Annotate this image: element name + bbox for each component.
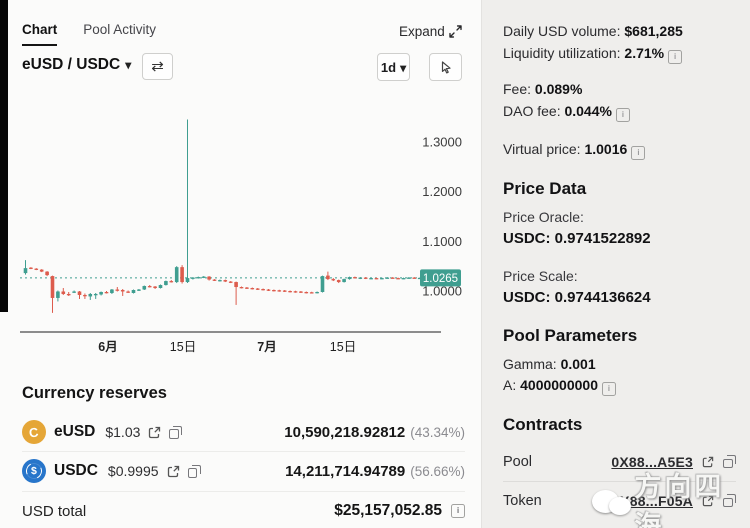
reserve-percent: (56.66%) — [410, 463, 465, 479]
candlestick-chart[interactable]: 1.3000 1.2000 1.1000 1.0000 6月 15日 7月 15日 1.0265 — [0, 95, 470, 360]
fee-line: Fee: 0.089% — [503, 81, 583, 97]
divider — [22, 491, 465, 492]
external-link-icon[interactable] — [702, 456, 714, 468]
swap-arrows-icon — [151, 57, 164, 76]
daily-volume-line: Daily USD volume: $681,285 — [503, 23, 683, 39]
cursor-tool-button[interactable] — [429, 53, 462, 81]
info-icon[interactable] — [602, 382, 616, 396]
gamma-line: Gamma: 0.001 — [503, 355, 596, 372]
expand-label: Expand — [399, 24, 445, 39]
pointer-cursor-icon — [441, 61, 451, 74]
pool-contract-label: Pool — [503, 453, 533, 470]
external-link-icon[interactable] — [167, 465, 180, 478]
timeframe-value: 1d — [380, 59, 397, 75]
info-icon[interactable] — [615, 107, 630, 122]
token-name: USDC — [54, 462, 98, 479]
svg-text:1.2000: 1.2000 — [422, 184, 462, 199]
virtual-price-value: 1.0016 — [584, 141, 628, 157]
gamma-value: 0.001 — [560, 355, 596, 372]
tab-pool-activity[interactable]: Pool Activity — [83, 22, 157, 37]
info-icon[interactable] — [451, 504, 465, 518]
pool-parameters-heading: Pool Parameters — [503, 325, 638, 345]
reserve-row-usdc: $ USDC $0.9995 14,211,714.94789 (56.66%) — [22, 452, 465, 490]
reserve-row-eusd: eUSD $1.03 10,590,218.92812 (43.34%) — [22, 413, 465, 451]
a-parameter-line: A: 4000000000 — [503, 375, 736, 397]
copy-icon[interactable] — [169, 425, 183, 439]
chevron-down-icon — [400, 60, 406, 75]
divider — [22, 451, 465, 452]
tab-chart[interactable]: Chart — [22, 22, 58, 46]
svg-text:7月: 7月 — [257, 340, 276, 354]
usdc-coin-icon: $ — [22, 459, 46, 483]
expand-arrows-icon — [449, 25, 462, 38]
timeframe-dropdown[interactable]: 1d — [377, 53, 410, 81]
reserve-amount: 10,590,218.92812 — [284, 423, 406, 441]
contract-row-pool: Pool 0X88...A5E3 — [503, 443, 736, 481]
chevron-down-icon — [125, 56, 131, 74]
svg-text:15日: 15日 — [330, 340, 356, 354]
virtual-price-line: Virtual price: 1.0016 — [503, 139, 736, 161]
swap-pair-button[interactable] — [142, 53, 173, 80]
usd-total-label: USD total — [22, 502, 87, 520]
svg-text:1.3000: 1.3000 — [422, 134, 462, 149]
eusd-coin-icon — [22, 420, 46, 444]
price-scale-label: Price Scale: — [503, 267, 578, 284]
divider — [503, 480, 736, 482]
pool-address-link[interactable]: 0X88...A5E3 — [611, 453, 693, 470]
contracts-heading: Contracts — [503, 414, 583, 434]
svg-text:1.0265: 1.0265 — [423, 273, 458, 285]
price-data-heading: Price Data — [503, 178, 587, 198]
token-contract-label: Token — [503, 492, 542, 509]
reserve-amount: 14,211,714.94789 — [285, 462, 406, 480]
token-address-link[interactable]: 0X88...F05A — [612, 492, 693, 509]
chart-tabs: Chart Pool Activity — [22, 22, 156, 46]
external-link-icon[interactable] — [148, 426, 161, 439]
token-price: $0.9995 — [107, 463, 159, 479]
reserve-percent: (43.34%) — [410, 424, 465, 440]
price-scale-value: USDC: 0.9744136624 — [503, 288, 651, 306]
token-name: eUSD — [54, 423, 96, 440]
copy-icon[interactable] — [187, 464, 201, 478]
daily-volume-value: $681,285 — [624, 23, 683, 39]
pool-stats-panel: Daily USD volume: $681,285 Liquidity uti… — [481, 0, 750, 528]
usd-total-row: USD total $25,157,052.85 — [22, 492, 465, 528]
dao-fee-value: 0.044% — [564, 102, 612, 119]
currency-reserves-title: Currency reserves — [22, 384, 167, 402]
info-icon[interactable] — [631, 146, 646, 160]
price-oracle-label: Price Oracle: — [503, 208, 584, 225]
usd-total-value: $25,157,052.85 — [334, 502, 442, 519]
background-window-edge — [0, 0, 8, 312]
svg-text:1.0000: 1.0000 — [422, 284, 462, 299]
copy-icon[interactable] — [723, 455, 736, 468]
expand-button[interactable]: Expand — [399, 24, 462, 39]
pair-selector[interactable]: eUSD / USDC — [22, 56, 131, 74]
liquidity-value: 2.71% — [624, 44, 665, 61]
svg-text:6月: 6月 — [98, 340, 117, 354]
svg-text:1.1000: 1.1000 — [422, 234, 462, 249]
svg-text:15日: 15日 — [170, 340, 196, 354]
external-link-icon[interactable] — [702, 495, 714, 507]
pair-label: eUSD / USDC — [22, 56, 121, 73]
token-price: $1.03 — [105, 424, 141, 440]
a-value: 4000000000 — [520, 377, 598, 393]
liquidity-utilization-line: Liquidity utilization: 2.71% — [503, 43, 736, 65]
contract-row-token: Token 0X88...F05A — [503, 482, 736, 520]
fee-value: 0.089% — [534, 81, 583, 97]
dao-fee-line: DAO fee: 0.044% — [503, 101, 736, 123]
info-icon[interactable] — [668, 49, 683, 64]
copy-icon[interactable] — [723, 494, 736, 507]
price-oracle-value: USDC: 0.9741522892 — [503, 229, 651, 247]
